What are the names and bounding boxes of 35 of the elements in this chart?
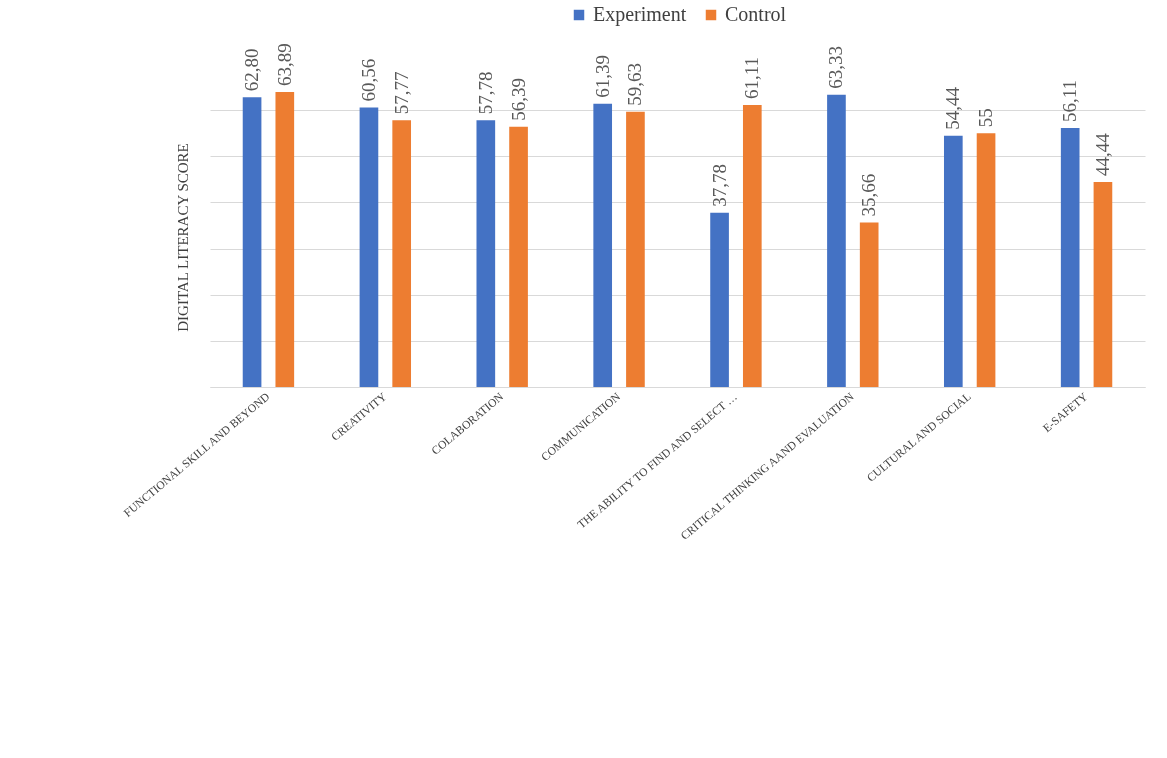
bar — [1093, 181, 1113, 387]
bar — [827, 94, 846, 387]
bar — [509, 126, 528, 387]
bar — [275, 92, 295, 387]
bar — [593, 103, 613, 387]
bar — [943, 135, 963, 387]
bar — [626, 111, 645, 387]
data-label: 59,63 — [624, 63, 646, 106]
data-label: 61,39 — [591, 54, 613, 98]
data-label: 57,78 — [474, 71, 496, 115]
bar — [242, 97, 262, 387]
data-label: 63,89 — [273, 43, 295, 87]
data-label: 54,44 — [942, 86, 964, 130]
data-label: 35,66 — [858, 173, 880, 217]
data-label: 56,11 — [1059, 79, 1081, 123]
data-label: 55 — [975, 108, 997, 128]
legend-label: Control — [725, 3, 787, 25]
data-label: 37,78 — [708, 163, 730, 207]
y-axis-title: DIGITAL LITERACY SCORE — [174, 143, 191, 332]
bar — [742, 104, 762, 387]
bar — [710, 212, 729, 387]
legend-label: Experiment — [593, 3, 687, 26]
data-label: 60,56 — [357, 58, 379, 102]
data-label: 44,44 — [1091, 132, 1113, 176]
data-label: 57,77 — [390, 71, 412, 115]
bar — [476, 120, 496, 387]
bar — [392, 120, 412, 387]
bar — [1060, 128, 1080, 387]
bar — [359, 107, 379, 387]
bar — [976, 133, 996, 387]
bar — [859, 222, 879, 387]
data-label: 61,11 — [741, 56, 763, 99]
data-label: 62,80 — [241, 48, 263, 92]
data-label: 56,39 — [507, 77, 529, 121]
data-label: 63,33 — [825, 45, 847, 89]
